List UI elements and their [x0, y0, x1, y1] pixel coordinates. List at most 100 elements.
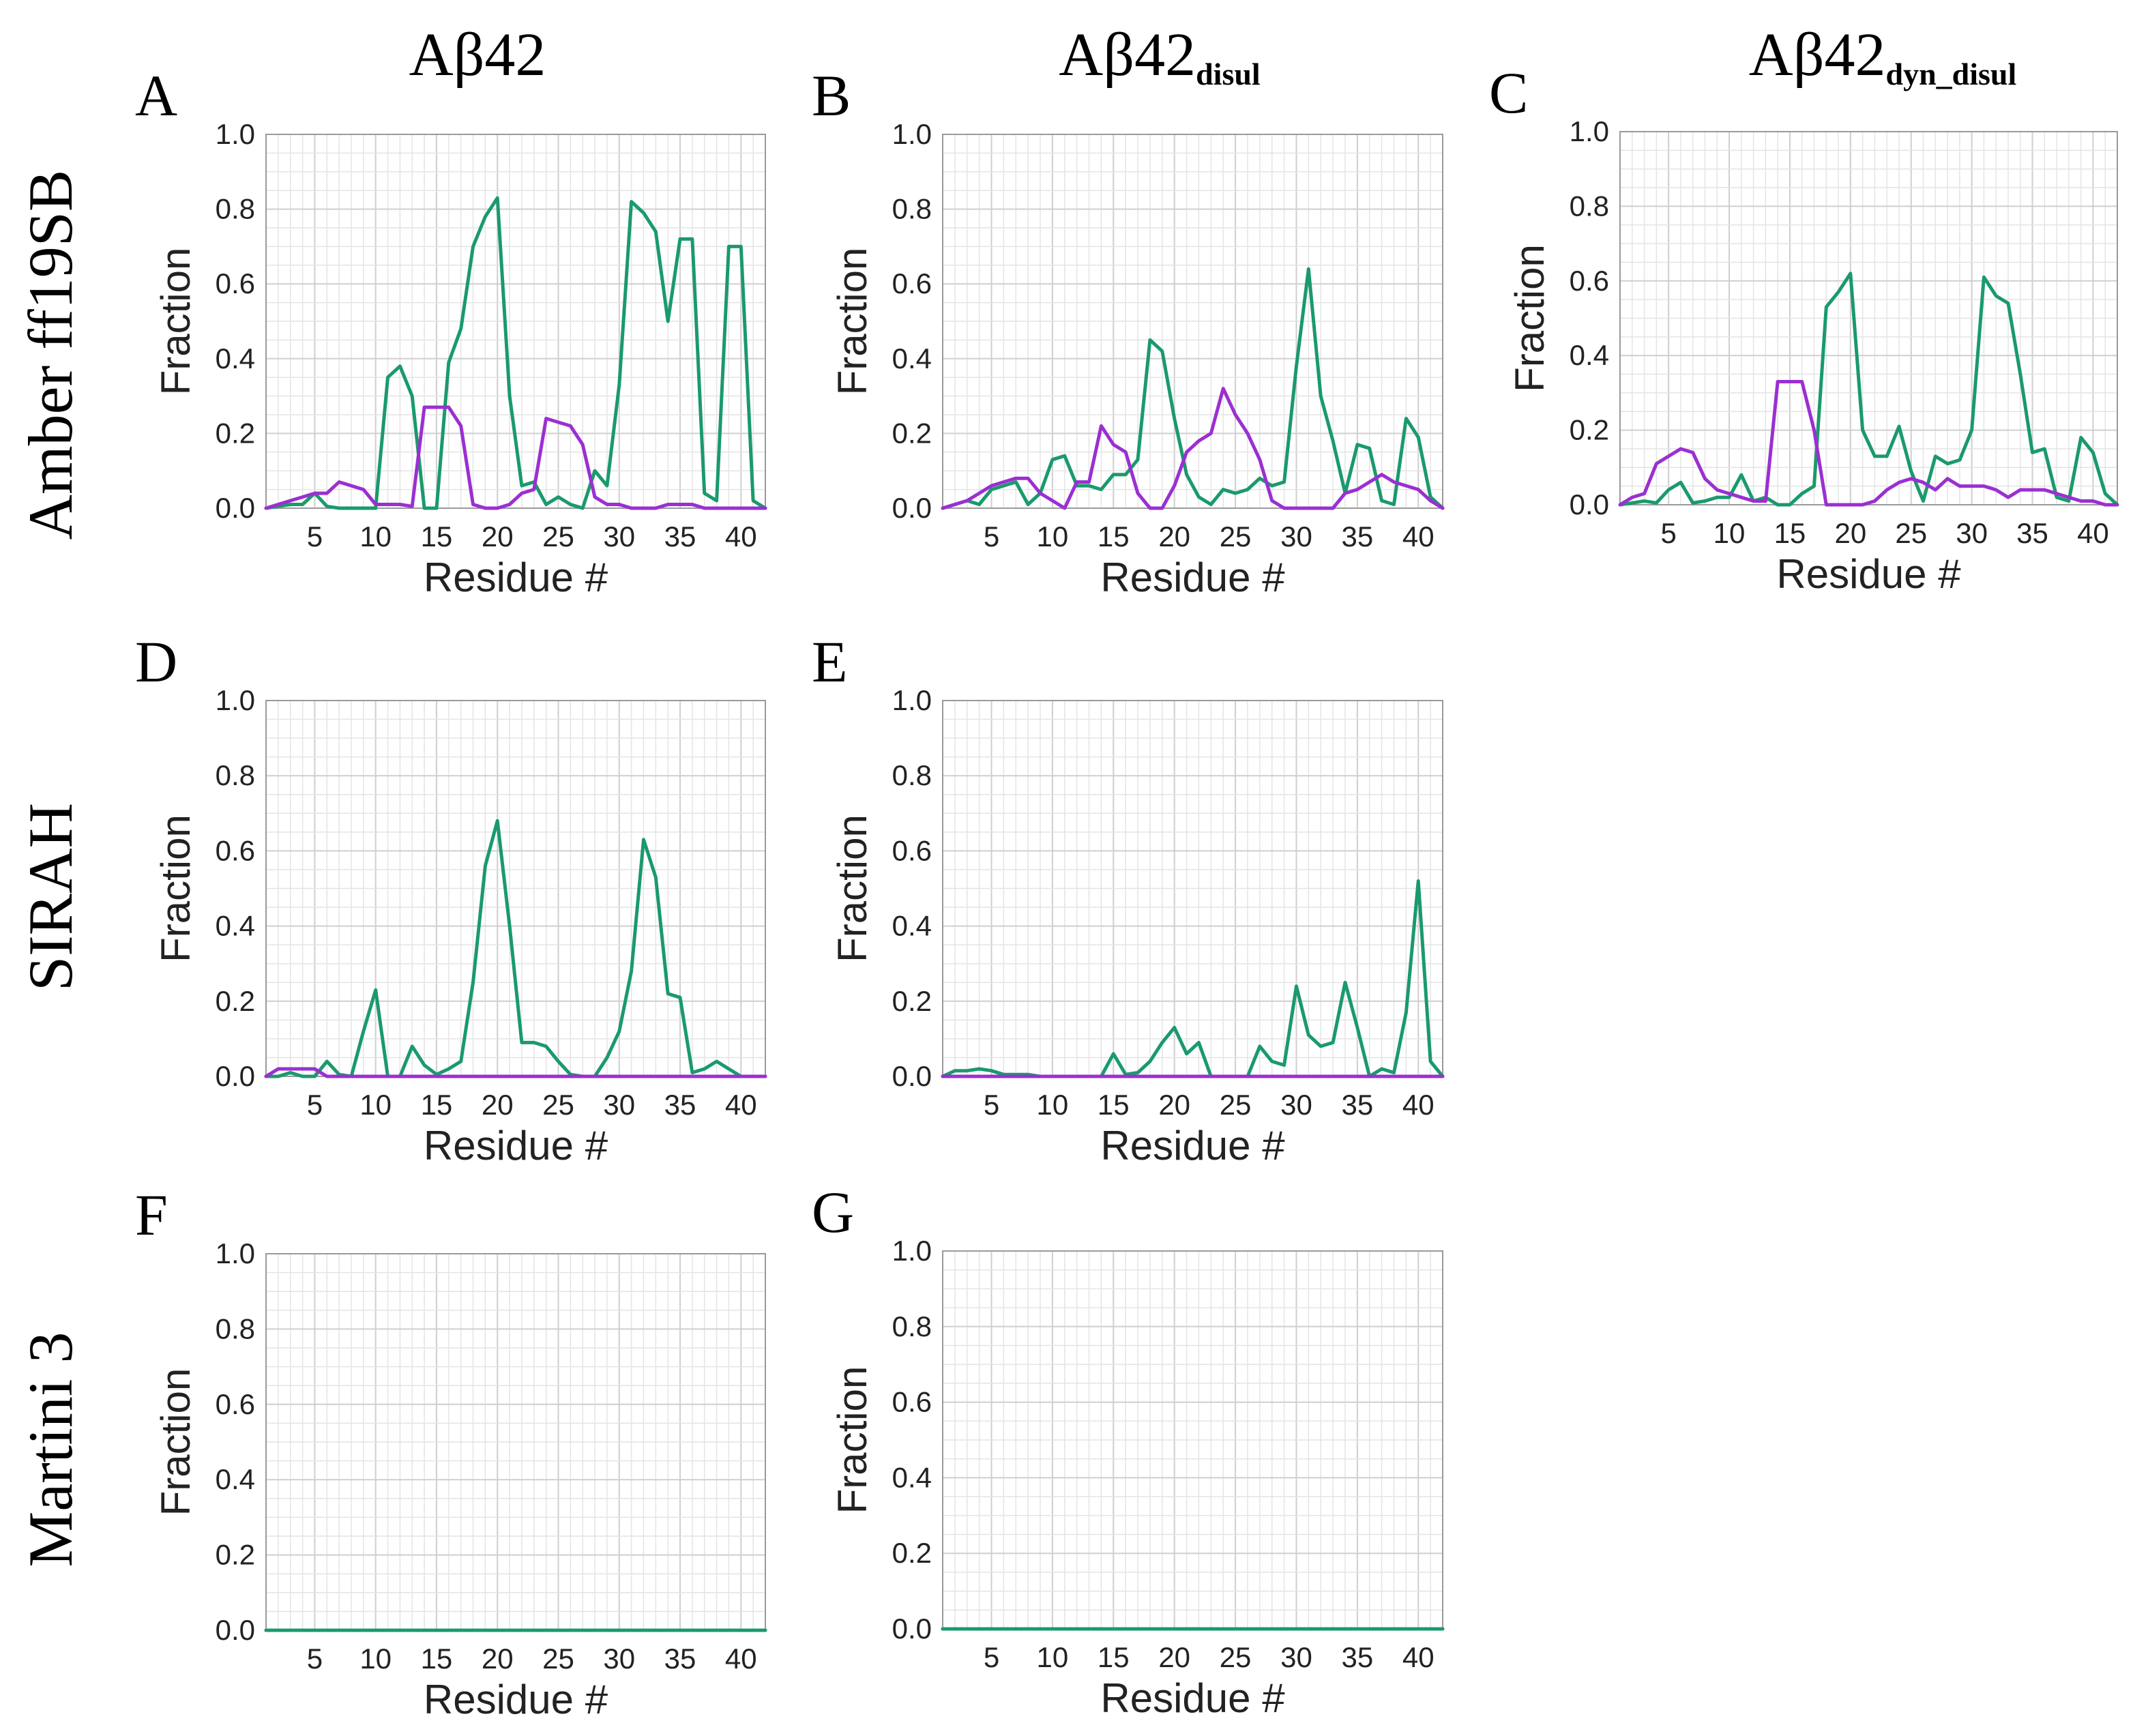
y-tick-label: 0.0: [216, 492, 255, 524]
y-tick-label: 0.6: [1570, 265, 1609, 297]
y-tick-label: 0.4: [892, 1461, 932, 1493]
x-tick-label: 25: [542, 520, 574, 553]
y-tick-label: 0.4: [1570, 339, 1609, 371]
y-tick-label: 0.0: [892, 1613, 932, 1645]
x-axis-label: Residue #: [424, 1123, 608, 1168]
x-tick-label: 40: [1402, 520, 1435, 553]
panel-a: 0.0 0.2 0.4 0.6 0.8 1.0 5 10 15 20 25 30 35 40 Residue…: [135, 63, 767, 600]
plot-frame: [1619, 131, 2118, 505]
panel-b: 0.0 0.2 0.4 0.6 0.8 1.0 5 10 15 20 25 30 35 40 Residue…: [812, 63, 1445, 600]
x-tick-label: 10: [359, 520, 392, 553]
x-tick-label: 15: [421, 520, 453, 553]
y-tick-label: 0.6: [892, 1386, 932, 1418]
x-tick-label: 40: [2077, 517, 2109, 549]
series-line-green: [941, 267, 1445, 510]
column-title-2: Aβ42disul: [1059, 21, 1260, 91]
y-tick-label: 1.0: [892, 684, 932, 716]
x-tick-label: 20: [482, 520, 514, 553]
grid: [265, 134, 766, 509]
x-tick-label: 5: [984, 1089, 999, 1121]
y-tick-label: 0.8: [892, 759, 932, 791]
y-axis-label: Fraction: [829, 1366, 875, 1514]
y-tick-label: 0.4: [892, 910, 932, 942]
row-label-2: SIRAH: [16, 803, 85, 991]
grid: [1619, 131, 2118, 505]
grid: [942, 134, 1443, 509]
series-line-purple: [264, 1067, 767, 1078]
x-axis-label: Residue #: [1100, 1675, 1285, 1721]
x-axis-label: Residue #: [424, 1677, 608, 1722]
x-tick-label: 25: [1220, 520, 1252, 553]
x-tick-label: 30: [603, 1643, 635, 1675]
grid: [942, 700, 1443, 1077]
x-tick-label: 5: [307, 1089, 323, 1121]
y-tick-label: 1.0: [216, 118, 255, 150]
x-tick-label: 15: [1098, 1641, 1130, 1673]
y-tick-label: 0.6: [892, 267, 932, 299]
y-axis-label: Fraction: [829, 814, 875, 962]
series-line-green: [1618, 271, 2119, 507]
x-tick-label: 5: [307, 1643, 323, 1675]
y-tick-label: 0.4: [216, 1463, 255, 1495]
y-tick-label: 0.4: [216, 342, 255, 374]
x-tick-label: 10: [1037, 1641, 1069, 1673]
y-tick-label: 0.2: [216, 985, 255, 1017]
panel-letter: D: [135, 629, 177, 694]
y-tick-label: 1.0: [1570, 115, 1609, 147]
y-tick-label: 0.8: [892, 193, 932, 225]
x-tick-label: 30: [603, 520, 635, 553]
panel-d: 0.0 0.2 0.4 0.6 0.8 1.0 5 10 15 20 25 30 35 40 Residue…: [135, 629, 767, 1168]
x-axis-label: Residue #: [1100, 555, 1285, 600]
y-tick-label: 0.6: [216, 834, 255, 866]
column-title-3: Aβ42dyn_disul: [1749, 21, 2017, 91]
x-tick-label: 35: [1341, 520, 1373, 553]
x-tick-label: 40: [725, 520, 757, 553]
x-tick-label: 35: [664, 520, 696, 553]
x-tick-label: 15: [1774, 517, 1806, 549]
panel-e: 0.0 0.2 0.4 0.6 0.8 1.0 5 10 15 20 25 30 35 40 Residue…: [812, 629, 1445, 1168]
x-axis-label: Residue #: [1776, 551, 1961, 597]
x-tick-label: 40: [725, 1643, 757, 1675]
x-tick-label: 30: [1280, 1641, 1312, 1673]
panel-letter: E: [812, 629, 848, 694]
y-tick-label: 0.8: [216, 193, 255, 225]
x-axis-label: Residue #: [424, 555, 608, 600]
y-tick-label: 0.0: [892, 1060, 932, 1092]
y-tick-label: 0.2: [892, 1537, 932, 1569]
panel-letter: G: [812, 1179, 854, 1245]
y-tick-label: 0.6: [216, 267, 255, 299]
y-axis-label: Fraction: [153, 814, 198, 962]
x-tick-label: 25: [1895, 517, 1927, 549]
y-tick-label: 0.2: [892, 985, 932, 1017]
x-tick-label: 15: [1098, 520, 1130, 553]
y-tick-label: 0.8: [892, 1310, 932, 1342]
y-tick-label: 0.2: [1570, 414, 1609, 446]
series-line-purple: [264, 405, 767, 510]
series-line-purple: [941, 387, 1445, 510]
x-tick-label: 35: [1341, 1641, 1373, 1673]
x-tick-label: 25: [542, 1643, 574, 1675]
x-tick-label: 10: [359, 1643, 392, 1675]
grid: [265, 1253, 766, 1631]
y-tick-label: 0.2: [216, 1539, 255, 1571]
y-tick-label: 1.0: [216, 684, 255, 716]
panel-letter: C: [1489, 60, 1528, 126]
row-label-3: Martini 3: [16, 1332, 85, 1568]
x-tick-label: 20: [1158, 520, 1190, 553]
y-tick-label: 0.6: [892, 834, 932, 866]
x-tick-label: 10: [1037, 520, 1069, 553]
x-tick-label: 20: [1158, 1089, 1190, 1121]
y-tick-label: 1.0: [892, 1235, 932, 1267]
y-tick-label: 0.8: [216, 759, 255, 791]
y-axis-label: Fraction: [829, 248, 875, 396]
column-title-1: Aβ42: [409, 21, 546, 89]
x-tick-label: 20: [1158, 1641, 1190, 1673]
y-tick-label: 1.0: [892, 118, 932, 150]
x-tick-label: 35: [1341, 1089, 1373, 1121]
x-tick-label: 5: [307, 520, 323, 553]
x-tick-label: 5: [984, 1641, 999, 1673]
plot-frame: [942, 134, 1443, 509]
y-tick-label: 0.0: [1570, 488, 1609, 520]
x-tick-label: 20: [482, 1089, 514, 1121]
